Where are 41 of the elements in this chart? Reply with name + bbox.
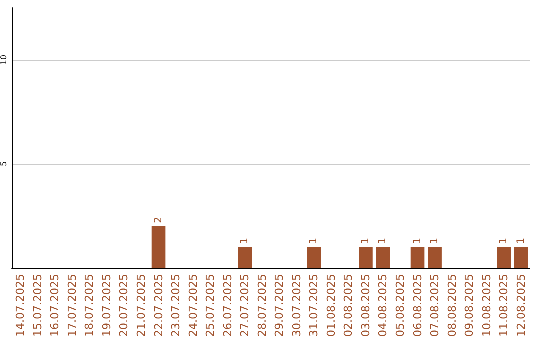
x-tick-label: 05.08.2025 xyxy=(394,274,407,338)
x-tick-label: 06.08.2025 xyxy=(411,274,424,338)
x-tick-label: 29.07.2025 xyxy=(273,274,286,338)
x-tick-label: 07.08.2025 xyxy=(428,274,442,338)
x-tick-label: 08.08.2025 xyxy=(446,274,459,338)
x-tick-label: 16.07.2025 xyxy=(48,274,62,338)
data-label: 1 xyxy=(360,238,372,244)
y-tick-label: 5 xyxy=(0,161,8,167)
x-tick-label: 18.07.2025 xyxy=(83,274,96,338)
data-label: 1 xyxy=(516,238,527,244)
x-tick-label: 02.08.2025 xyxy=(342,274,356,338)
x-tick-label: 30.07.2025 xyxy=(290,274,304,338)
data-label: 1 xyxy=(498,238,510,244)
x-tick-label: 12.08.2025 xyxy=(514,274,528,338)
data-label: 1 xyxy=(308,238,320,244)
x-tick-label: 19.07.2025 xyxy=(100,274,114,338)
x-tick-label: 03.08.2025 xyxy=(359,274,372,338)
x-tick-label: 22.07.2025 xyxy=(152,274,166,338)
data-label: 1 xyxy=(412,238,424,244)
x-tick-label: 10.08.2025 xyxy=(480,274,494,338)
data-label: 1 xyxy=(240,238,251,244)
x-tick-label: 26.07.2025 xyxy=(221,274,234,338)
x-tick-label: 17.07.2025 xyxy=(66,274,79,338)
x-tick-label: 21.07.2025 xyxy=(135,274,148,338)
data-label: 1 xyxy=(378,238,389,244)
x-tick-label: 15.07.2025 xyxy=(31,274,44,338)
x-tick-label: 04.08.2025 xyxy=(376,274,390,338)
x-tick-label: 25.07.2025 xyxy=(204,274,218,338)
x-tick-label: 11.08.2025 xyxy=(498,274,511,338)
x-tick-label: 01.08.2025 xyxy=(324,274,338,338)
x-tick-label: 20.07.2025 xyxy=(118,274,131,338)
x-tick-label: 24.07.2025 xyxy=(186,274,200,338)
x-tick-label: 14.07.2025 xyxy=(14,274,28,338)
x-tick-label: 28.07.2025 xyxy=(256,274,269,338)
x-tick-label: 09.08.2025 xyxy=(463,274,476,338)
x-tick-label: 31.07.2025 xyxy=(308,274,321,338)
data-label: 2 xyxy=(153,217,164,224)
y-tick-label: 10 xyxy=(0,54,8,66)
x-tick-label: 27.07.2025 xyxy=(238,274,252,338)
x-tick-label: 23.07.2025 xyxy=(170,274,183,338)
data-label: 1 xyxy=(430,238,441,244)
